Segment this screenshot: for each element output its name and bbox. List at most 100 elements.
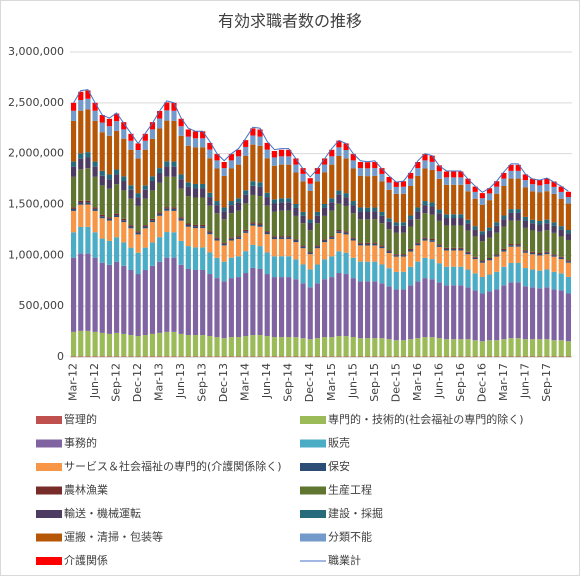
bar-segment (114, 130, 120, 170)
bar-segment (135, 197, 141, 206)
bar-segment (264, 356, 270, 357)
bar-segment (221, 162, 227, 169)
bar-segment (544, 184, 550, 192)
bar-segment (214, 238, 220, 241)
bar-segment (271, 151, 277, 158)
bar-segment (257, 136, 263, 146)
bar-segment (386, 250, 392, 252)
bar-segment (293, 207, 299, 216)
bar-segment (386, 286, 392, 340)
bar-segment (508, 178, 514, 210)
bar-segment (192, 356, 199, 357)
bar-segment (451, 177, 457, 185)
bar-segment (293, 215, 299, 240)
bar-segment (243, 356, 249, 357)
bar-segment (278, 238, 285, 257)
bar-segment (494, 186, 500, 194)
bar-segment (393, 225, 399, 233)
bar-segment (157, 356, 163, 357)
bar-segment (307, 251, 313, 253)
bar-segment (192, 138, 199, 148)
bar-segment (85, 168, 91, 201)
bar-segment (278, 256, 285, 278)
bar-segment (243, 146, 249, 156)
bar-segment (135, 143, 141, 151)
bar-segment (350, 257, 356, 279)
bar-segment (400, 232, 407, 255)
bar-segment (214, 278, 220, 338)
bar-segment (451, 356, 457, 357)
bar-segment (357, 162, 364, 169)
bar-segment (293, 239, 299, 241)
bar-segment (114, 113, 120, 122)
bar-segment (78, 204, 84, 227)
bar-segment (537, 288, 543, 340)
bar-segment (329, 156, 335, 165)
bar-segment (458, 177, 464, 185)
bar-segment (128, 140, 134, 150)
bar-segment (257, 145, 263, 183)
bar-segment (85, 356, 91, 357)
bar-segment (379, 173, 385, 182)
bar-segment (92, 102, 98, 111)
bar-segment (565, 260, 571, 262)
bar-segment (365, 211, 371, 220)
bar-segment (322, 259, 328, 280)
bar-segment (486, 257, 493, 259)
bar-segment (71, 257, 77, 332)
bar-segment (278, 156, 285, 165)
bar-segment (106, 240, 113, 265)
bar-segment (465, 287, 471, 340)
bar-segment (329, 236, 335, 238)
bar-segment (142, 140, 148, 150)
bar-segment (293, 240, 299, 243)
bar-segment (386, 268, 392, 287)
bar-segment (235, 210, 242, 237)
bar-segment (465, 230, 471, 252)
bar-segment (142, 198, 148, 226)
bar-segment (114, 237, 120, 262)
bar-segment (486, 230, 493, 238)
bar-segment (565, 233, 571, 240)
bar-segment (343, 158, 349, 194)
bar-segment (400, 255, 407, 257)
bar-segment (293, 172, 299, 204)
bar-segment (271, 256, 277, 278)
bar-segment (386, 339, 392, 357)
bar-segment (207, 197, 213, 206)
bar-segment (221, 338, 227, 357)
bar-segment (365, 338, 371, 357)
bar-segment (422, 238, 428, 241)
bar-segment (92, 257, 98, 332)
bar-segment (99, 122, 105, 133)
bar-segment (537, 356, 543, 357)
bar-segment (106, 218, 113, 221)
bar-segment (544, 191, 550, 220)
bar-segment (479, 241, 485, 261)
bar-segment (228, 168, 234, 202)
bar-segment (343, 193, 349, 198)
bar-segment (92, 331, 98, 357)
bar-segment (200, 335, 206, 357)
bar-segment (365, 356, 371, 357)
bar-segment (214, 154, 220, 161)
bar-segment (400, 254, 407, 256)
bar-segment (114, 121, 120, 131)
bar-segment (185, 186, 191, 197)
bar-segment (537, 339, 543, 357)
bar-segment (85, 200, 91, 203)
bar-segment (551, 254, 557, 256)
bar-segment (99, 115, 105, 123)
legend-label: 農林漁業 (64, 483, 108, 497)
bar-segment (357, 338, 364, 357)
bar-segment (121, 181, 127, 191)
bar-segment (400, 271, 407, 290)
bar-segment (149, 242, 156, 266)
bar-segment (408, 356, 414, 357)
bar-segment (257, 129, 263, 137)
bar-segment (451, 285, 457, 340)
bar-segment (278, 164, 285, 199)
bar-segment (357, 207, 364, 212)
bar-segment (228, 356, 234, 357)
bar-segment (429, 202, 435, 207)
